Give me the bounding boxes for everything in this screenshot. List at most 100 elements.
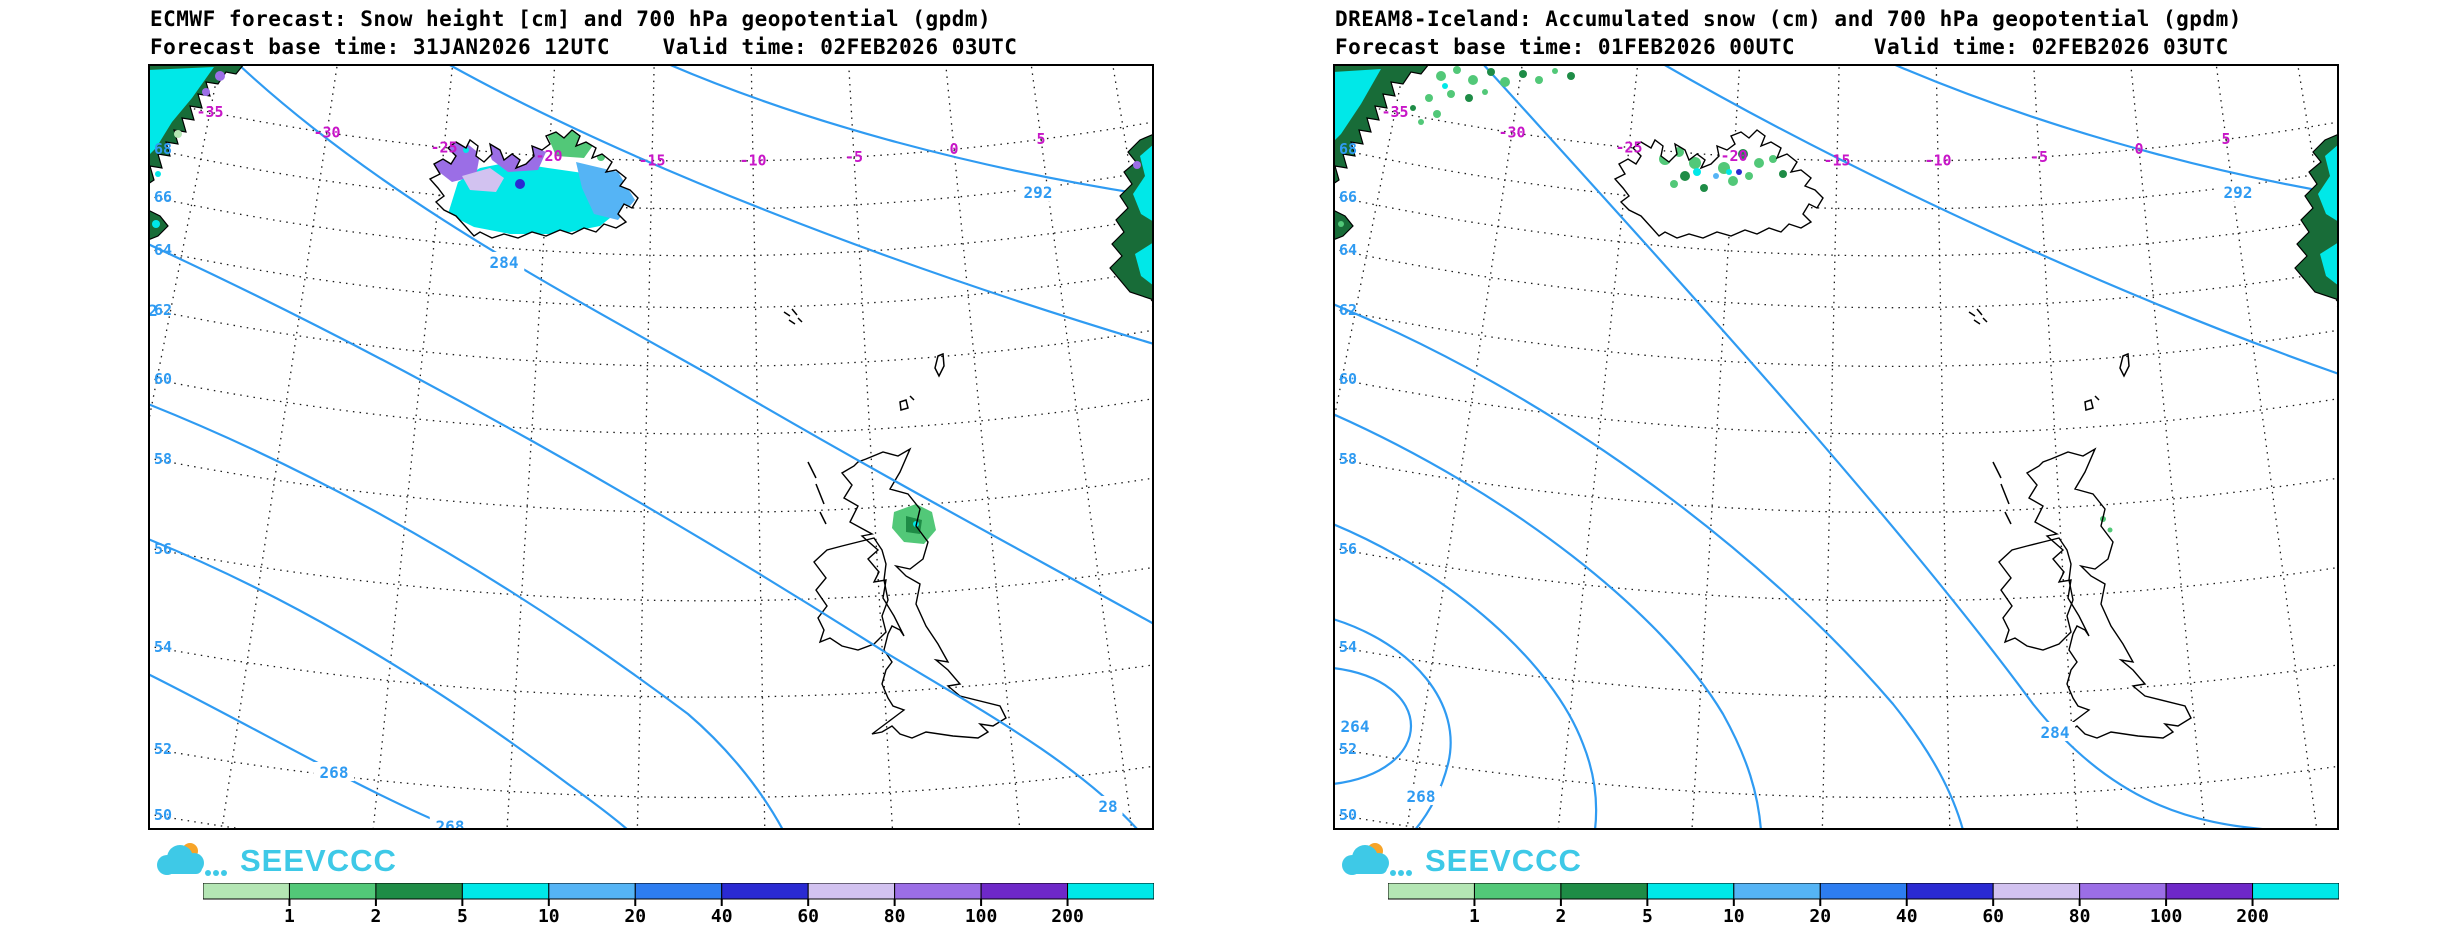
longitude-label: -10 bbox=[1924, 152, 1951, 170]
latitude-label: 64 bbox=[154, 241, 172, 259]
latitude-label: 68 bbox=[154, 140, 172, 158]
contour-label: 268 bbox=[1407, 787, 1436, 806]
weather-map-dream8: 29228426826468666462605856545250-35-30-2… bbox=[1333, 64, 2339, 830]
legend-color-segment bbox=[1560, 883, 1648, 900]
contour-label: 292 bbox=[2224, 183, 2253, 202]
logo: SEEVCCC bbox=[150, 840, 397, 882]
latitude-label: 58 bbox=[1339, 450, 1357, 468]
legend-color-segment bbox=[807, 883, 896, 900]
legend-color-segment bbox=[203, 883, 290, 900]
small-islands-coastline bbox=[783, 308, 945, 525]
contour-label: 264 bbox=[1341, 717, 1370, 736]
legend-color-segment bbox=[634, 883, 723, 900]
legend-value-label: 40 bbox=[711, 906, 733, 925]
latitude-label: 64 bbox=[1339, 241, 1357, 259]
longitude-label: -25 bbox=[1615, 138, 1642, 156]
legend-color-segment bbox=[1473, 883, 1562, 900]
contour-label: 284 bbox=[2041, 723, 2070, 742]
geopotential-contours bbox=[148, 64, 1154, 830]
legend-color-segment bbox=[1906, 883, 1994, 900]
latitude-label: 62 bbox=[1339, 301, 1357, 319]
longitude-label: -10 bbox=[739, 152, 766, 170]
legend-color-segment bbox=[1819, 883, 1908, 900]
contour-label: 2 bbox=[148, 301, 158, 320]
land-snow-shading bbox=[148, 67, 1154, 286]
longitude-label: -30 bbox=[1498, 123, 1525, 141]
longitude-label: -15 bbox=[1823, 151, 1850, 169]
latitude-label: 54 bbox=[154, 638, 172, 656]
legend-value-label: 60 bbox=[797, 906, 819, 925]
legend-value-label: 80 bbox=[884, 906, 906, 925]
legend-color-segment bbox=[1733, 883, 1821, 900]
contour-label: 268 bbox=[320, 763, 349, 782]
longitude-label: 0 bbox=[949, 140, 958, 158]
legend-value-label: 10 bbox=[1723, 906, 1745, 925]
legend-value-label: 100 bbox=[965, 906, 998, 925]
britain-coastline bbox=[840, 447, 1007, 739]
iceland-coastline bbox=[428, 129, 639, 239]
weather-map-ecmwf: 29228428268268268666462605856545250-35-3… bbox=[148, 64, 1154, 830]
ireland-coastline bbox=[813, 537, 889, 651]
legend-value-label: 1 bbox=[284, 906, 295, 925]
legend-value-label: 2 bbox=[1555, 906, 1566, 925]
longitude-label: -20 bbox=[1720, 147, 1747, 165]
longitude-label: -35 bbox=[196, 103, 223, 121]
legend-value-label: 60 bbox=[1982, 906, 2004, 925]
legend-color-segment bbox=[894, 883, 982, 900]
legend-color-segment bbox=[1992, 883, 2081, 900]
legend-color-segment bbox=[980, 883, 1069, 900]
ireland-coastline bbox=[1998, 537, 2074, 651]
contour-label: 28 bbox=[1098, 797, 1117, 816]
panel-title: DREAM8-Iceland: Accumulated snow (cm) an… bbox=[1335, 7, 2242, 31]
legend-color-segment bbox=[2252, 883, 2339, 900]
legend-value-label: 10 bbox=[538, 906, 560, 925]
legend-value-label: 5 bbox=[1642, 906, 1653, 925]
legend-color-segment bbox=[1067, 883, 1154, 900]
map-border bbox=[148, 64, 1154, 830]
latitude-label: 54 bbox=[1339, 638, 1357, 656]
longitude-label: -5 bbox=[2030, 148, 2048, 166]
legend-color-segment bbox=[288, 883, 377, 900]
longitude-label: 5 bbox=[1036, 130, 1045, 148]
legend-color-segment bbox=[1646, 883, 1735, 900]
seevccc-cloud-icon bbox=[1342, 843, 1412, 876]
logo-text: SEEVCCC bbox=[1425, 843, 1582, 878]
contour-label: 284 bbox=[490, 253, 519, 272]
legend-value-label: 1 bbox=[1469, 906, 1480, 925]
legend-value-label: 20 bbox=[624, 906, 646, 925]
latitude-label: 56 bbox=[154, 540, 172, 558]
graticule bbox=[148, 64, 1154, 830]
legend-value-label: 80 bbox=[2069, 906, 2091, 925]
legend-value-label: 200 bbox=[1051, 906, 1084, 925]
latitude-label: 60 bbox=[154, 370, 172, 388]
longitude-label: -5 bbox=[845, 148, 863, 166]
legend-value-label: 20 bbox=[1809, 906, 1831, 925]
latitude-label: 68 bbox=[1339, 140, 1357, 158]
geopotential-contours bbox=[1333, 64, 2339, 830]
land-snow-shading bbox=[1333, 66, 2339, 286]
longitude-label: 5 bbox=[2221, 130, 2230, 148]
latitude-label: 58 bbox=[154, 450, 172, 468]
latitude-label: 52 bbox=[1339, 740, 1357, 758]
legend-value-label: 200 bbox=[2236, 906, 2269, 925]
panel-subtitle: Forecast base time: 31JAN2026 12UTC Vali… bbox=[150, 35, 1018, 59]
legend-color-segment bbox=[461, 883, 550, 900]
snow-scale-legend: 1 2 5 10 20 40 60 80 100 200 bbox=[1388, 883, 2339, 925]
latitude-label: 52 bbox=[154, 740, 172, 758]
iceland-coastline bbox=[1613, 129, 1824, 239]
panel-title: ECMWF forecast: Snow height [cm] and 700… bbox=[150, 7, 992, 31]
longitude-label: -30 bbox=[313, 123, 340, 141]
snow-scale-legend: 1 2 5 10 20 40 60 80 100 200 bbox=[203, 883, 1154, 925]
latitude-label: 60 bbox=[1339, 370, 1357, 388]
legend-color-segment bbox=[375, 883, 463, 900]
latitude-label: 56 bbox=[1339, 540, 1357, 558]
logo-text: SEEVCCC bbox=[240, 843, 397, 878]
contour-label: 268 bbox=[436, 817, 465, 830]
latitude-label: 66 bbox=[154, 188, 172, 206]
map-border bbox=[1333, 64, 2339, 830]
longitude-label: -25 bbox=[430, 138, 457, 156]
legend-value-label: 40 bbox=[1896, 906, 1918, 925]
legend-value-label: 2 bbox=[370, 906, 381, 925]
logo: SEEVCCC bbox=[1335, 840, 1582, 882]
